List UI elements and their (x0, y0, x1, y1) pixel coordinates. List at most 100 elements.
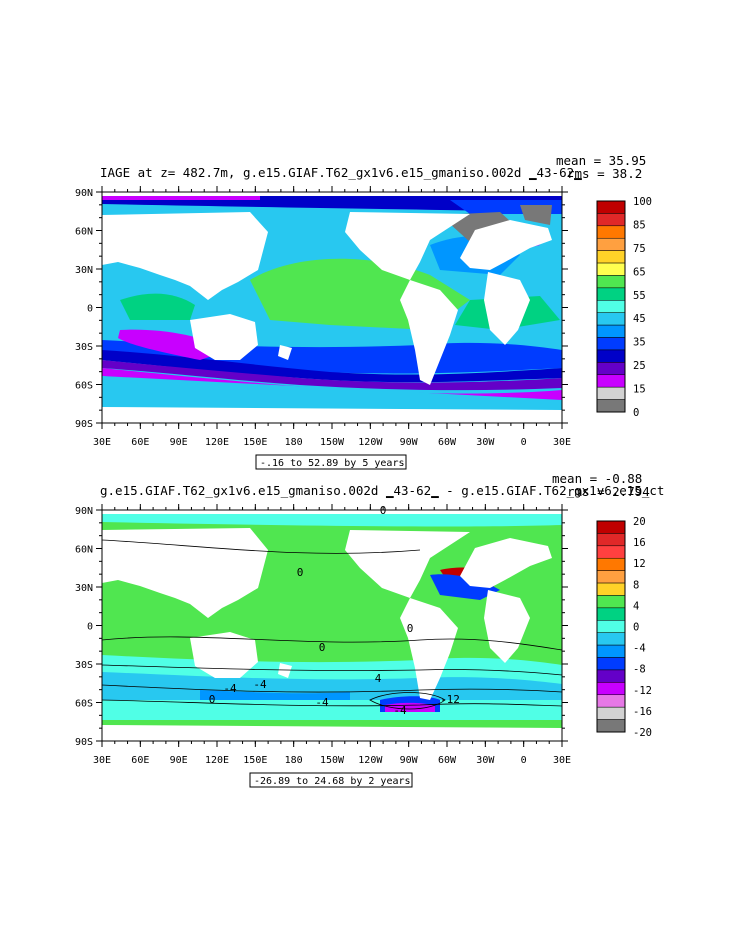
colorbar-frame (596, 520, 626, 733)
contour-label: -4 (253, 678, 267, 691)
colorbar-swatch (596, 582, 626, 596)
lat-label: 60N (75, 227, 93, 238)
colorbar-swatch (596, 632, 626, 646)
colorbar-swatch (596, 557, 626, 571)
colorbar-label: 45 (633, 313, 646, 325)
colorbar-swatch (596, 386, 626, 400)
colorbar-swatch (596, 250, 626, 264)
lon-label: 0 (521, 437, 527, 448)
lat-label: 60S (75, 381, 93, 392)
colorbar-swatch (596, 545, 626, 559)
map1-contour-info-box (255, 454, 407, 470)
colorbar-label: 0 (633, 622, 639, 634)
map2-contour-info: -26.89 to 24.68 by 2 years (254, 776, 411, 787)
lon-label: 90W (400, 755, 419, 766)
colorbar-swatch (596, 669, 626, 683)
colorbar-label: 12 (633, 558, 646, 570)
colorbar-swatch (596, 374, 626, 388)
colorbar-swatch (596, 237, 626, 251)
colorbar-label: 0 (633, 407, 639, 419)
colorbar-swatch (596, 275, 626, 289)
lat-label: 0 (87, 304, 93, 315)
map2-contour-info-box (249, 772, 413, 788)
colorbar-label: -16 (633, 706, 652, 718)
map1-colorbar: 100 85 75 65 55 45 35 25 15 0 (596, 196, 652, 419)
colorbar-swatch (596, 533, 626, 547)
colorbar-swatch (596, 595, 626, 609)
lat-label: 90N (75, 188, 93, 199)
contour-label: -4 (223, 682, 237, 695)
lon-label: 150E (243, 755, 267, 766)
lat-label: 0 (87, 622, 93, 633)
contour-label: -4 (393, 704, 407, 717)
map2-lat-labels: 90N 60N 30N 0 30S 60S 90S (75, 506, 93, 748)
colorbar-swatch (596, 694, 626, 708)
map1-lat-labels: 90N 60N 30N 0 30S 60S 90S (75, 188, 93, 430)
colorbar-frame (596, 200, 626, 413)
contour-label: -4 (315, 696, 329, 709)
colorbar-swatch (596, 657, 626, 671)
lat-label: 60N (75, 545, 93, 556)
colorbar-label: 4 (633, 600, 639, 612)
lat-label: 30S (75, 342, 93, 353)
colorbar-label: -12 (633, 685, 652, 697)
colorbar-swatch (596, 520, 626, 534)
colorbar-swatch (596, 719, 626, 733)
lon-label: 30W (476, 755, 495, 766)
lon-label: 120E (205, 755, 229, 766)
colorbar-swatch (596, 570, 626, 584)
colorbar-label: -8 (633, 664, 646, 676)
colorbar-swatch (596, 706, 626, 720)
map-panel-1: IAGE at z= 482.7m, g.e15.GIAF.T62_gx1v6.… (75, 153, 652, 470)
lat-label: 90S (75, 419, 93, 430)
lon-label: 30E (93, 437, 111, 448)
lon-label: 30E (553, 437, 571, 448)
lon-label: 30E (553, 755, 571, 766)
lat-label: 30N (75, 583, 93, 594)
colorbar-swatch (596, 399, 626, 413)
colorbar-swatch (596, 213, 626, 227)
lon-label: 30E (93, 755, 111, 766)
colorbar-swatch (596, 349, 626, 363)
contour-label: 0 (297, 566, 304, 579)
map2-rms: rms = 2.794 (567, 484, 650, 499)
lon-label: 120W (358, 437, 383, 448)
map1-contour-info: -.16 to 52.89 by 5 years (260, 458, 405, 469)
lon-label: 30W (476, 437, 495, 448)
colorbar-swatch (596, 262, 626, 276)
colorbar-swatch (596, 682, 626, 696)
contour-label: -12 (440, 693, 460, 706)
colorbar-label: 25 (633, 360, 646, 372)
lat-label: 60S (75, 699, 93, 710)
map1-field (102, 192, 562, 423)
colorbar-label: -4 (633, 643, 646, 655)
map1-lon-labels: 30E 60E 90E 120E 150E 180 150W 120W 90W 60W 30W 0 30… (93, 437, 571, 448)
map2-field (102, 510, 562, 741)
contour-label: 0 (209, 693, 216, 706)
colorbar-label: 35 (633, 337, 646, 349)
colorbar-label: 65 (633, 266, 646, 278)
colorbar-swatch (596, 225, 626, 239)
map2-axis-ticks (96, 504, 568, 747)
contour-label: 4 (375, 672, 382, 685)
colorbar-swatch (596, 312, 626, 326)
lon-label: 120W (358, 755, 383, 766)
lon-label: 90E (170, 437, 188, 448)
lon-label: 150W (320, 437, 345, 448)
colorbar-label: 8 (633, 579, 639, 591)
colorbar-swatch (596, 362, 626, 376)
colorbar-swatch (596, 200, 626, 214)
map1-rms: rms = 38.2 (567, 166, 642, 181)
map1-title: IAGE at z= 482.7m, g.e15.GIAF.T62_gx1v6.… (100, 165, 582, 181)
colorbar-swatch (596, 300, 626, 313)
colorbar-label: 100 (633, 196, 652, 208)
lon-label: 90E (170, 755, 188, 766)
colorbar-label: 85 (633, 219, 646, 231)
lat-label: 30N (75, 265, 93, 276)
colorbar-label: 55 (633, 290, 646, 302)
colorbar-label: 15 (633, 384, 646, 396)
colorbar-label: 75 (633, 243, 646, 255)
colorbar-label: -20 (633, 727, 652, 739)
lat-label: 90N (75, 506, 93, 517)
